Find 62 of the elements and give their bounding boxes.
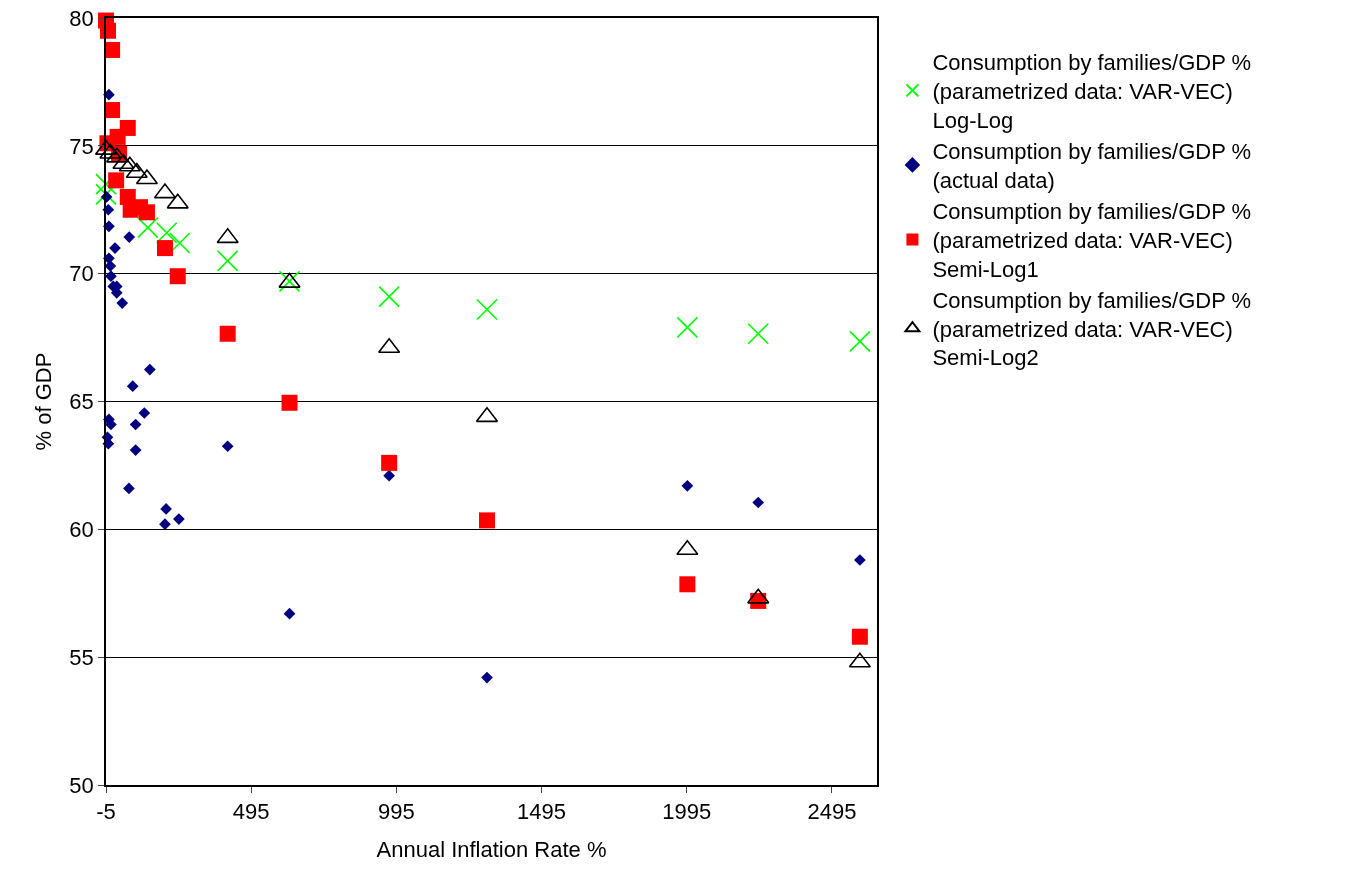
x-tick-label: 2495 — [807, 799, 857, 825]
point — [144, 363, 156, 376]
point — [278, 270, 301, 293]
point — [219, 325, 236, 342]
point — [159, 518, 171, 531]
point — [281, 394, 298, 411]
x-axis-title: Annual Inflation Rate % — [376, 836, 607, 862]
point — [123, 231, 136, 243]
point — [123, 482, 135, 495]
y-axis-title: % of GDP — [30, 352, 56, 451]
point — [156, 240, 173, 257]
x-tick-label: -5 — [96, 799, 116, 825]
point — [747, 322, 770, 345]
x-tick-label: 1495 — [517, 799, 567, 825]
point — [95, 173, 117, 195]
point — [679, 576, 696, 593]
point — [378, 285, 400, 308]
point — [169, 268, 186, 285]
point — [108, 172, 125, 189]
y-tick-label: 80 — [69, 5, 94, 31]
point — [137, 216, 159, 239]
point — [95, 183, 117, 206]
x-tick-label: 495 — [232, 799, 270, 825]
y-tick-label: 60 — [69, 517, 94, 543]
point — [155, 221, 178, 244]
legend-label: Consumption by families/GDP % (parametrized data: VAR-VEC) Semi-Log1 — [932, 199, 1252, 282]
point — [105, 270, 117, 283]
legend-label: Consumption by families/GDP % (actual data) — [932, 139, 1252, 193]
point — [383, 469, 395, 482]
point — [221, 440, 234, 453]
point — [681, 480, 694, 492]
y-tick-label: 65 — [69, 389, 94, 415]
y-tick-label: 55 — [69, 644, 94, 670]
point — [283, 607, 296, 620]
point — [126, 380, 139, 393]
point — [381, 454, 398, 471]
point — [173, 513, 185, 525]
y-tick-label: 70 — [69, 261, 94, 287]
point — [216, 250, 239, 272]
point — [116, 297, 129, 309]
legend-label: Consumption by families/GDP % (parametrized data: VAR-VEC) Log-Log — [932, 50, 1252, 133]
y-tick-label: 75 — [69, 133, 94, 159]
legend-label: Consumption by families/GDP % (parametrized data: VAR-VEC) Semi-Log2 — [932, 288, 1252, 371]
point — [129, 418, 142, 431]
point — [676, 316, 699, 339]
point — [103, 88, 115, 101]
x-tick-label: 1995 — [662, 799, 712, 825]
point — [851, 628, 868, 645]
point — [138, 204, 155, 221]
y-tick-label: 50 — [69, 772, 94, 798]
point — [479, 512, 495, 529]
point — [160, 503, 172, 515]
point — [476, 298, 498, 321]
point — [481, 671, 493, 684]
x-tick-label: 995 — [378, 799, 415, 825]
point — [168, 232, 191, 254]
point — [129, 444, 142, 456]
point — [752, 496, 765, 509]
point — [103, 220, 115, 233]
point — [849, 330, 871, 353]
point — [854, 554, 866, 566]
point — [138, 407, 151, 419]
